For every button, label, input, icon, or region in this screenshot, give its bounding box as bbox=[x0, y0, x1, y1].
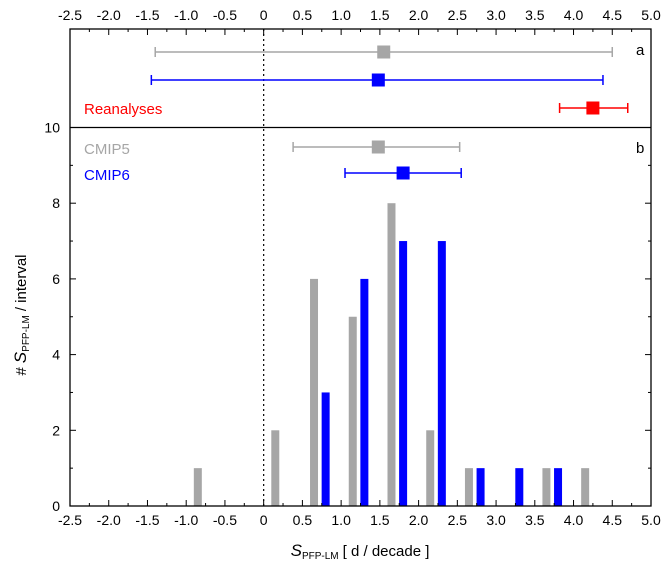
x-tick-label-top: 2.5 bbox=[448, 7, 468, 23]
y-tick-label: 2 bbox=[52, 422, 60, 438]
x-tick-label: 0.5 bbox=[293, 512, 313, 528]
cmip5-bar bbox=[426, 430, 435, 506]
cmip5-bar bbox=[387, 203, 396, 506]
x-tick-label-top: 0 bbox=[260, 7, 268, 23]
legend-reanalyses: Reanalyses bbox=[84, 101, 162, 118]
panel-b-label: b bbox=[636, 140, 644, 157]
x-tick-label: 3.0 bbox=[486, 512, 506, 528]
y-axis-label: # SPFP-LM / interval bbox=[11, 254, 32, 375]
cmip6-bar bbox=[515, 468, 524, 506]
x-axis-unit: [ d / decade ] bbox=[343, 543, 430, 560]
panel-a-cmip5-marker bbox=[377, 45, 391, 59]
x-tick-label: -1.5 bbox=[135, 512, 159, 528]
panel-a-label: a bbox=[636, 42, 645, 59]
histogram-bars bbox=[193, 203, 590, 507]
legend-cmip6: CMIP6 bbox=[84, 167, 130, 184]
panel-b-cmip6-marker bbox=[396, 166, 410, 180]
x-axis-symbol: S bbox=[291, 541, 303, 560]
cmip5-bar bbox=[348, 316, 357, 506]
x-tick-label: 1.0 bbox=[331, 512, 351, 528]
panel-a-reanalyses-marker bbox=[586, 101, 600, 115]
x-tick-label-top: 0.5 bbox=[293, 7, 313, 23]
x-tick-label-top: 3.5 bbox=[525, 7, 545, 23]
x-tick-label-top: 3.0 bbox=[486, 7, 506, 23]
x-tick-label: 3.5 bbox=[525, 512, 545, 528]
cmip5-bar bbox=[310, 278, 319, 506]
x-tick-label-top: -0.5 bbox=[213, 7, 237, 23]
y-axis-suffix: / interval bbox=[13, 254, 30, 311]
cmip6-bar bbox=[476, 468, 485, 506]
x-tick-label: 4.5 bbox=[603, 512, 623, 528]
x-axis-label: SPFP-LM [ d / decade ] bbox=[291, 541, 430, 562]
cmip5-bar bbox=[542, 468, 551, 506]
x-tick-label-top: 5.0 bbox=[641, 7, 661, 23]
panel-a-cmip6-marker bbox=[371, 73, 385, 87]
x-tick-label: -0.5 bbox=[213, 512, 237, 528]
x-tick-label: -2.0 bbox=[97, 512, 121, 528]
x-tick-label: 2.0 bbox=[409, 512, 429, 528]
x-tick-label-top: -1.0 bbox=[174, 7, 198, 23]
x-tick-label-top: -2.5 bbox=[58, 7, 82, 23]
x-tick-label: -1.0 bbox=[174, 512, 198, 528]
x-tick-label-top: 4.5 bbox=[603, 7, 623, 23]
panel-b-cmip5-marker bbox=[371, 140, 385, 154]
x-tick-label: -2.5 bbox=[58, 512, 82, 528]
cmip5-bar bbox=[464, 468, 473, 506]
cmip6-bar bbox=[399, 241, 408, 507]
cmip5-bar bbox=[581, 468, 590, 506]
cmip6-bar bbox=[360, 278, 369, 506]
y-tick-label: 0 bbox=[52, 498, 60, 514]
legend-cmip5: CMIP5 bbox=[84, 141, 130, 158]
x-tick-label-top: -2.0 bbox=[97, 7, 121, 23]
x-tick-label-top: 4.0 bbox=[564, 7, 584, 23]
x-tick-label-top: 1.0 bbox=[331, 7, 351, 23]
cmip6-bar bbox=[321, 392, 330, 506]
x-tick-label: 1.5 bbox=[370, 512, 390, 528]
axis-ticks: -2.5 -2.5 -2.0 -2.0 -1.5 -1.5 -1.0 -1.0 -0.5 -0.5… bbox=[44, 7, 661, 528]
y-tick-label: 8 bbox=[52, 195, 60, 211]
x-axis-subscript: PFP-LM bbox=[302, 551, 339, 562]
y-axis-subscript: PFP-LM bbox=[21, 315, 32, 352]
y-axis-prefix: # bbox=[13, 367, 30, 376]
x-tick-label: 2.5 bbox=[448, 512, 468, 528]
y-tick-label: 4 bbox=[52, 347, 60, 363]
x-tick-label: 4.0 bbox=[564, 512, 584, 528]
errorbars bbox=[150, 45, 629, 180]
cmip6-bar bbox=[554, 468, 563, 506]
cmip6-bar bbox=[437, 241, 446, 507]
x-tick-label: 5.0 bbox=[641, 512, 661, 528]
cmip5-bar bbox=[193, 468, 202, 506]
y-tick-label: 10 bbox=[44, 120, 60, 136]
y-tick-label: 6 bbox=[52, 271, 60, 287]
x-tick-label: 0 bbox=[260, 512, 268, 528]
cmip5-bar bbox=[271, 430, 280, 506]
y-axis-symbol: S bbox=[11, 351, 30, 363]
x-tick-label-top: -1.5 bbox=[135, 7, 159, 23]
x-tick-label-top: 1.5 bbox=[370, 7, 390, 23]
x-tick-label-top: 2.0 bbox=[409, 7, 429, 23]
